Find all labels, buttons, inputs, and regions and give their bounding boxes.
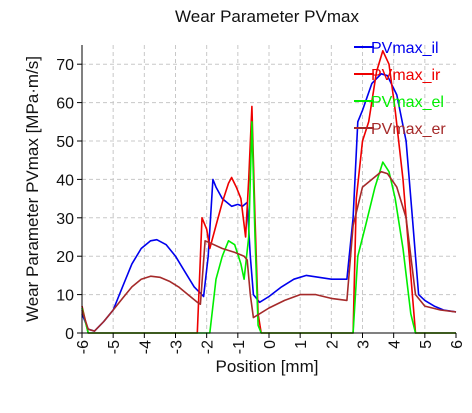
x-tick-label: 1	[293, 340, 310, 349]
x-tick-label: -4	[137, 340, 154, 354]
x-tick-label: -1	[231, 340, 248, 354]
y-tick-label: 20	[56, 249, 74, 266]
legend: PVmax_il PVmax_ir PVmax_el PVmax_er	[354, 40, 446, 138]
y-axis-label: Wear Parameter PVmax [MPa·m/s]	[23, 56, 42, 322]
legend-label: PVmax_el	[371, 94, 444, 111]
y-tick-label: 50	[56, 134, 74, 151]
legend-label: PVmax_il	[371, 40, 439, 57]
x-axis-label: Position [mm]	[216, 357, 319, 376]
x-tick-label: -6	[75, 340, 92, 354]
y-tick-label: 0	[65, 326, 74, 343]
series-line-pvmax-er	[81, 170, 457, 332]
y-tick-label: 10	[56, 288, 74, 305]
y-tick-label: 30	[56, 211, 74, 228]
legend-label: PVmax_er	[371, 121, 446, 138]
x-tick-label: 6	[449, 340, 466, 349]
tick-labels: 0 10 20 30 40 50 60 70 -6 -5 -4 -3 -2 -1 0 1 2 3 4 5 6	[56, 57, 466, 354]
series-line-pvmax-il	[81, 73, 457, 332]
grid	[82, 45, 456, 333]
x-tick-label: 5	[418, 340, 435, 349]
axes	[77, 45, 457, 338]
y-tick-label: 60	[56, 96, 74, 113]
x-tick-label: 0	[262, 340, 279, 349]
x-tick-label: -2	[200, 340, 217, 354]
x-tick-label: 2	[324, 340, 341, 349]
x-tick-label: 4	[387, 340, 404, 349]
legend-label: PVmax_ir	[371, 67, 441, 84]
chart-title: Wear Parameter PVmax	[175, 7, 359, 26]
y-tick-label: 70	[56, 57, 74, 74]
x-tick-label: -5	[106, 340, 123, 354]
x-tick-label: 3	[356, 340, 373, 349]
x-tick-label: -3	[169, 340, 186, 354]
y-tick-label: 40	[56, 172, 74, 189]
